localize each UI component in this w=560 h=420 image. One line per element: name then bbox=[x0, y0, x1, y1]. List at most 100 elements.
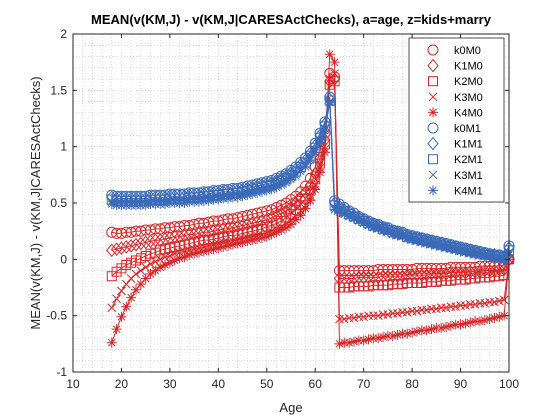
legend-label: K4M1 bbox=[454, 185, 483, 197]
data-point bbox=[339, 209, 350, 220]
data-point bbox=[261, 231, 272, 242]
data-point bbox=[203, 195, 214, 206]
legend-marker bbox=[427, 58, 439, 73]
data-point bbox=[198, 246, 209, 257]
data-point bbox=[426, 324, 437, 335]
chart-title: MEAN(v(KM,J) - v(KM,J|CARESActChecks), a… bbox=[91, 12, 492, 27]
data-point bbox=[315, 167, 326, 178]
data-point bbox=[426, 239, 437, 250]
data-point bbox=[140, 235, 152, 250]
data-point bbox=[237, 237, 248, 248]
y-tick-label: -1 bbox=[56, 365, 67, 379]
legend-label: k0M0 bbox=[454, 45, 481, 57]
x-tick-label: 40 bbox=[212, 377, 226, 391]
data-point bbox=[247, 188, 258, 199]
data-point bbox=[348, 336, 359, 347]
legend-marker bbox=[427, 44, 439, 56]
data-point bbox=[232, 192, 243, 203]
data-point bbox=[252, 234, 263, 245]
data-point bbox=[271, 182, 282, 193]
legend-label: k0M1 bbox=[454, 123, 481, 135]
data-point bbox=[344, 337, 355, 348]
data-point bbox=[218, 241, 229, 252]
x-tick-label: 100 bbox=[499, 377, 519, 391]
data-point bbox=[189, 248, 200, 259]
legend: k0M0 K1M0 K2M0 K3M0 K4M0 k0M1 K1M1 K2M1 K3M1 K4M1 bbox=[408, 37, 505, 203]
data-point bbox=[232, 238, 243, 249]
data-point bbox=[276, 225, 287, 236]
data-point bbox=[117, 286, 126, 296]
data-point bbox=[121, 279, 131, 289]
data-point bbox=[261, 205, 273, 217]
data-point bbox=[450, 245, 461, 256]
data-point bbox=[411, 326, 422, 337]
data-point bbox=[126, 292, 137, 303]
data-point bbox=[315, 137, 326, 148]
data-point bbox=[107, 303, 117, 313]
data-point bbox=[242, 236, 253, 247]
data-point bbox=[460, 318, 471, 329]
data-point bbox=[261, 185, 272, 196]
data-point bbox=[382, 227, 393, 238]
data-point bbox=[174, 253, 185, 264]
data-point bbox=[256, 232, 267, 243]
data-point bbox=[281, 222, 292, 233]
data-point bbox=[479, 250, 490, 261]
legend-label: K1M1 bbox=[454, 139, 483, 151]
data-point bbox=[378, 332, 389, 343]
ticks: 10 20 30 40 50 60 70 80 90 100 -1 -0.5 0 0.5 1 1.5 2 bbox=[46, 27, 519, 391]
data-point bbox=[140, 273, 151, 284]
data-point bbox=[402, 328, 413, 339]
data-point bbox=[155, 254, 165, 264]
data-point bbox=[150, 265, 161, 276]
data-point bbox=[407, 235, 418, 246]
data-point bbox=[184, 249, 195, 260]
x-tick-label: 10 bbox=[66, 377, 80, 391]
data-point bbox=[455, 319, 466, 330]
data-point bbox=[155, 262, 166, 273]
data-point bbox=[499, 295, 509, 305]
data-point bbox=[110, 242, 123, 256]
data-point bbox=[324, 97, 335, 108]
x-tick-label: 30 bbox=[163, 377, 177, 391]
x-tick-label: 90 bbox=[454, 377, 468, 391]
data-point bbox=[247, 235, 258, 246]
data-point bbox=[203, 245, 214, 256]
data-point bbox=[397, 231, 408, 242]
data-point bbox=[494, 311, 505, 322]
data-point bbox=[489, 253, 500, 264]
data-point bbox=[193, 196, 204, 207]
data-point bbox=[445, 244, 456, 255]
legend-marker bbox=[428, 154, 438, 165]
legend-label: K4M0 bbox=[454, 107, 483, 119]
data-point bbox=[144, 234, 157, 249]
data-point bbox=[387, 229, 398, 240]
data-point bbox=[290, 170, 301, 181]
data-point bbox=[402, 234, 413, 245]
data-point bbox=[324, 49, 335, 60]
data-point bbox=[146, 259, 155, 269]
legend-box bbox=[408, 37, 505, 203]
series-layer bbox=[106, 49, 515, 349]
data-point bbox=[130, 237, 142, 252]
data-point bbox=[421, 238, 432, 249]
data-point bbox=[169, 255, 180, 266]
data-point bbox=[193, 247, 204, 258]
x-tick-label: 70 bbox=[357, 377, 371, 391]
data-point bbox=[344, 211, 355, 222]
series-line bbox=[111, 80, 510, 288]
data-point bbox=[305, 155, 316, 166]
data-point bbox=[115, 241, 128, 255]
data-point bbox=[281, 177, 292, 188]
data-point bbox=[131, 269, 141, 279]
data-point bbox=[353, 216, 364, 227]
data-point bbox=[310, 147, 321, 158]
x-tick-label: 80 bbox=[405, 377, 419, 391]
data-point bbox=[334, 338, 345, 349]
data-point bbox=[445, 320, 456, 331]
data-point bbox=[489, 312, 500, 323]
legend-label: K2M1 bbox=[454, 154, 483, 166]
data-point bbox=[319, 147, 330, 158]
data-point bbox=[223, 240, 234, 251]
y-axis-label: MEAN(v(KM,J) - v(KM,J|CARESActChecks) bbox=[28, 76, 43, 329]
